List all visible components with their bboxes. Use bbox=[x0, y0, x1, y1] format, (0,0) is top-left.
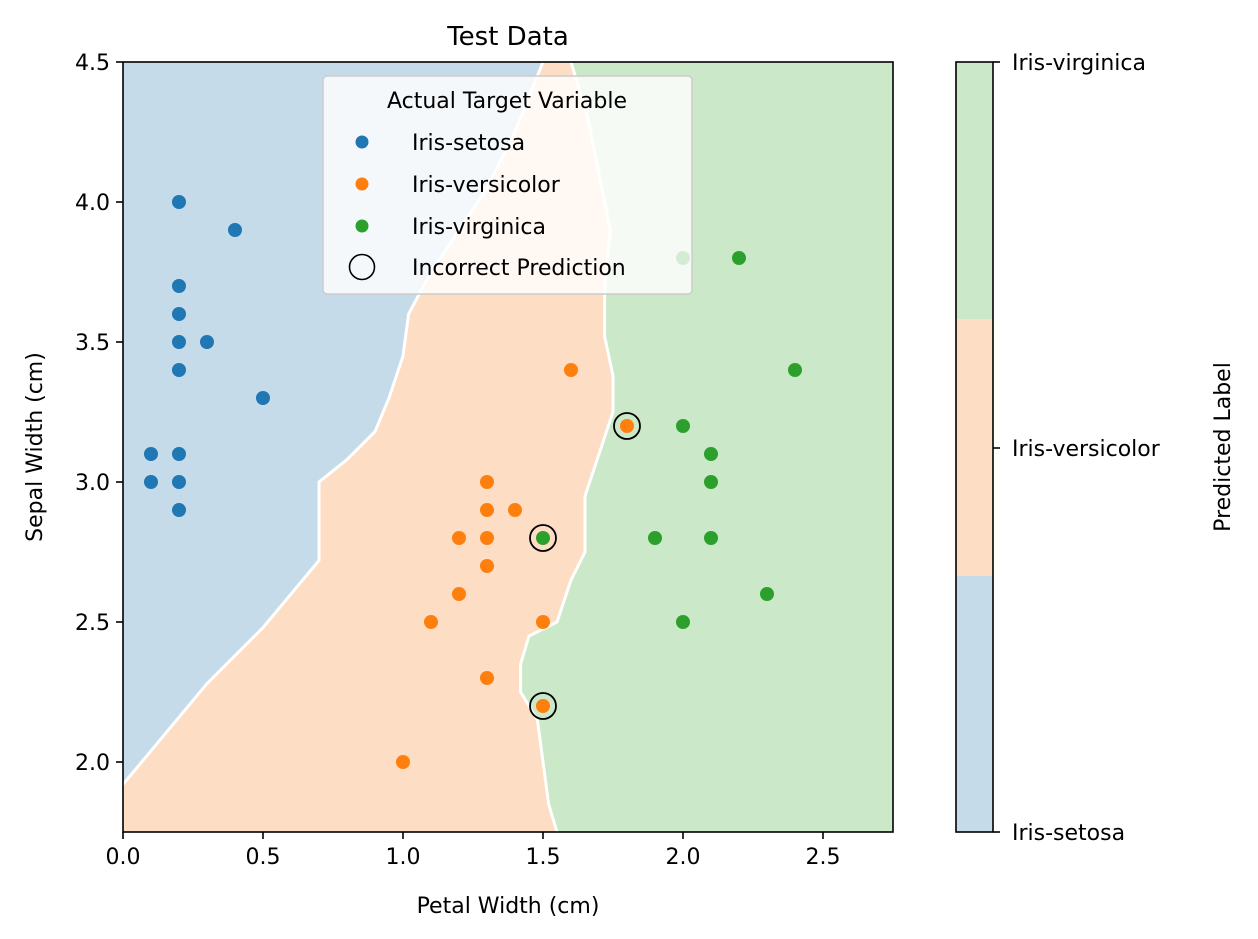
legend-label-setosa: Iris-setosa bbox=[412, 131, 525, 156]
x-tick-label: 0.0 bbox=[106, 845, 141, 870]
point-iris-virginica bbox=[648, 531, 662, 545]
incorrect-prediction-marker bbox=[529, 524, 557, 552]
legend-box bbox=[322, 75, 693, 295]
legend-marker-setosa bbox=[355, 135, 369, 149]
point-iris-setosa bbox=[172, 279, 186, 293]
point-iris-setosa bbox=[172, 195, 186, 209]
point-iris-versicolor bbox=[620, 419, 634, 433]
point-iris-versicolor bbox=[536, 615, 550, 629]
point-iris-setosa bbox=[172, 307, 186, 321]
y-tick-label: 3.0 bbox=[75, 471, 110, 496]
x-tick-label: 2.5 bbox=[806, 845, 841, 870]
y-tick-label: 4.0 bbox=[75, 191, 110, 216]
legend-marker-virginica bbox=[355, 219, 369, 233]
point-iris-versicolor bbox=[480, 671, 494, 685]
incorrect-prediction-marker bbox=[613, 412, 641, 440]
legend-marker-versicolor bbox=[355, 177, 369, 191]
data-points bbox=[144, 195, 802, 769]
point-iris-setosa bbox=[228, 223, 242, 237]
y-axis-label: Sepal Width (cm) bbox=[23, 352, 48, 542]
point-iris-versicolor bbox=[424, 615, 438, 629]
point-iris-virginica bbox=[760, 587, 774, 601]
legend: Actual Target Variable Iris-setosa Iris-… bbox=[322, 75, 693, 295]
point-iris-versicolor bbox=[480, 475, 494, 489]
point-iris-setosa bbox=[172, 363, 186, 377]
point-iris-virginica bbox=[676, 419, 690, 433]
point-iris-versicolor bbox=[536, 699, 550, 713]
point-iris-setosa bbox=[172, 475, 186, 489]
point-iris-versicolor bbox=[480, 531, 494, 545]
point-iris-virginica bbox=[732, 251, 746, 265]
point-iris-versicolor bbox=[452, 531, 466, 545]
legend-label-versicolor: Iris-versicolor bbox=[412, 173, 561, 198]
colorbar: Iris-virginica Iris-versicolor Iris-seto… bbox=[955, 51, 1236, 846]
y-tick-label: 4.5 bbox=[75, 51, 110, 76]
colorbar-label: Predicted Label bbox=[1211, 362, 1236, 532]
legend-label-incorrect: Incorrect Prediction bbox=[412, 256, 626, 281]
legend-marker-incorrect bbox=[348, 253, 376, 281]
incorrect-prediction-marker bbox=[529, 692, 557, 720]
colorbar-frame bbox=[955, 61, 994, 833]
point-iris-setosa bbox=[256, 391, 270, 405]
point-iris-versicolor bbox=[480, 559, 494, 573]
y-tick-label: 2.0 bbox=[75, 751, 110, 776]
point-iris-versicolor bbox=[480, 503, 494, 517]
x-tick-label: 0.5 bbox=[246, 845, 281, 870]
point-iris-versicolor bbox=[564, 363, 578, 377]
chart-title: Test Data bbox=[446, 22, 569, 52]
legend-title: Actual Target Variable bbox=[387, 89, 627, 114]
point-iris-setosa bbox=[144, 447, 158, 461]
point-iris-virginica bbox=[704, 447, 718, 461]
x-tick-label: 2.0 bbox=[666, 845, 701, 870]
colorbar-tick-label-versicolor: Iris-versicolor bbox=[1012, 437, 1161, 462]
y-tick-label: 3.5 bbox=[75, 331, 110, 356]
point-iris-versicolor bbox=[452, 587, 466, 601]
colorbar-segment-setosa bbox=[956, 576, 993, 832]
x-tick-label: 1.5 bbox=[526, 845, 561, 870]
point-iris-versicolor bbox=[396, 755, 410, 769]
point-iris-versicolor bbox=[508, 503, 522, 517]
point-iris-setosa bbox=[200, 335, 214, 349]
point-iris-setosa bbox=[172, 335, 186, 349]
colorbar-tick-label-setosa: Iris-setosa bbox=[1012, 821, 1125, 846]
plot-frame bbox=[122, 61, 894, 833]
x-tick-label: 1.0 bbox=[386, 845, 421, 870]
point-iris-virginica bbox=[788, 363, 802, 377]
y-tick-label: 2.5 bbox=[75, 611, 110, 636]
point-iris-setosa bbox=[172, 503, 186, 517]
legend-label-virginica: Iris-virginica bbox=[412, 215, 546, 240]
point-iris-virginica bbox=[536, 531, 550, 545]
point-iris-virginica bbox=[676, 615, 690, 629]
colorbar-segment-versicolor bbox=[956, 319, 993, 576]
point-iris-setosa bbox=[172, 447, 186, 461]
x-axis-label: Petal Width (cm) bbox=[417, 894, 600, 919]
y-axis-ticks: 2.0 2.5 3.0 3.5 4.0 4.5 bbox=[75, 51, 123, 776]
point-iris-setosa bbox=[144, 475, 158, 489]
point-iris-virginica bbox=[704, 531, 718, 545]
point-iris-virginica bbox=[704, 475, 718, 489]
x-axis-ticks: 0.0 0.5 1.0 1.5 2.0 2.5 bbox=[106, 832, 841, 870]
colorbar-segment-virginica bbox=[956, 62, 993, 319]
colorbar-tick-label-virginica: Iris-virginica bbox=[1012, 51, 1146, 76]
